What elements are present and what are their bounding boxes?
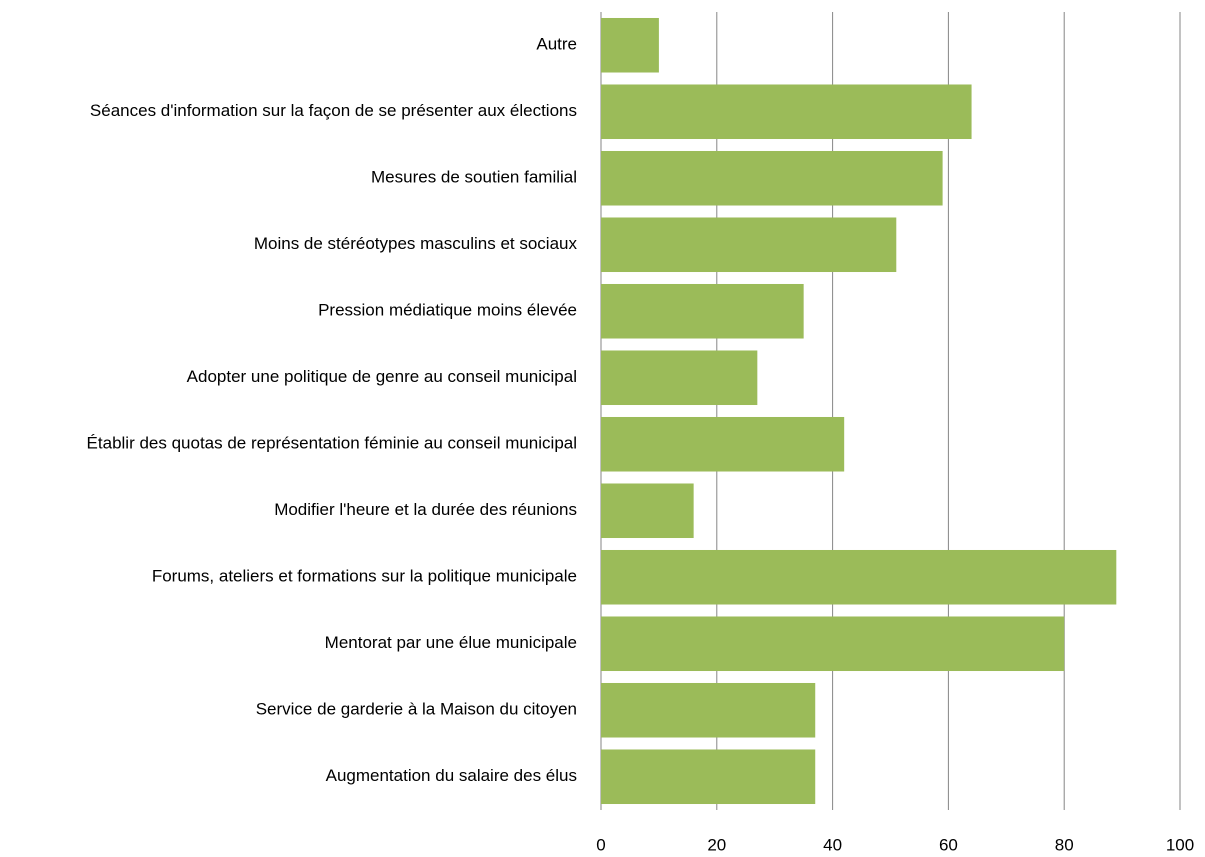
- y-tick-label: Séances d'information sur la façon de se…: [90, 101, 577, 120]
- y-tick-label: Forums, ateliers et formations sur la po…: [152, 567, 577, 586]
- y-tick-label: Établir des quotas de représentation fém…: [87, 434, 577, 453]
- x-tick-label: 100: [1166, 835, 1194, 854]
- y-tick-label: Pression médiatique moins élevée: [318, 301, 577, 320]
- y-tick-label: Mesures de soutien familial: [371, 168, 577, 187]
- bar: [601, 217, 897, 273]
- y-tick-label: Moins de stéréotypes masculins et sociau…: [254, 234, 578, 253]
- y-tick-label: Augmentation du salaire des élus: [326, 766, 577, 785]
- bar: [601, 549, 1117, 605]
- bar: [601, 84, 972, 140]
- y-tick-label: Service de garderie à la Maison du citoy…: [256, 700, 577, 719]
- bar: [601, 749, 816, 805]
- y-tick-label: Adopter une politique de genre au consei…: [187, 367, 577, 386]
- x-tick-label: 60: [939, 835, 958, 854]
- bar: [601, 416, 845, 472]
- y-tick-label: Autre: [536, 35, 577, 54]
- x-tick-label: 80: [1055, 835, 1074, 854]
- bar: [601, 150, 943, 206]
- x-tick-label: 40: [823, 835, 842, 854]
- x-tick-label: 0: [596, 835, 605, 854]
- bar: [601, 283, 804, 339]
- bar: [601, 350, 758, 406]
- bar: [601, 17, 659, 73]
- bar: [601, 483, 694, 539]
- y-tick-label: Mentorat par une élue municipale: [325, 633, 577, 652]
- bar: [601, 682, 816, 738]
- x-tick-label: 20: [707, 835, 726, 854]
- y-tick-label: Modifier l'heure et la durée des réunion…: [274, 500, 577, 519]
- bar: [601, 616, 1065, 672]
